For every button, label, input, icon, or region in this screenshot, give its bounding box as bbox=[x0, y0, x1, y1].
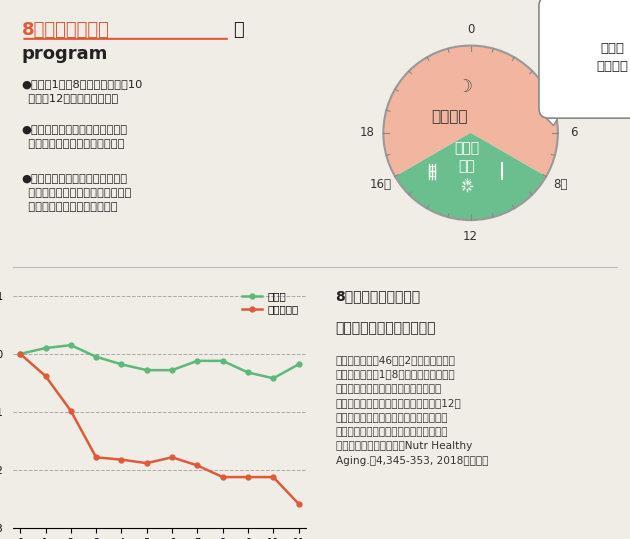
Text: ●どうしてもお腹がすいてしまう
  ようであれば、「ナッツで空腹感
  を紛らわして」（青木院長）: ●どうしてもお腹がすいてしまう ようであれば、「ナッツで空腹感 を紛らわして」（… bbox=[21, 174, 132, 212]
時間制限群 bbox=[118, 457, 125, 463]
Text: 無理なく体重が減りやすい: 無理なく体重が減りやすい bbox=[336, 321, 436, 335]
Line: 対照群: 対照群 bbox=[18, 343, 301, 381]
Wedge shape bbox=[383, 45, 558, 176]
対照群 bbox=[67, 342, 74, 348]
Text: 16時: 16時 bbox=[370, 178, 392, 191]
Text: 8時間ダイエット: 8時間ダイエット bbox=[21, 20, 109, 39]
時間制限群 bbox=[244, 474, 252, 480]
Line: 時間制限群: 時間制限群 bbox=[18, 351, 301, 506]
Text: 空腹時間: 空腹時間 bbox=[432, 109, 468, 124]
Text: 食べて
いい: 食べて いい bbox=[454, 141, 479, 174]
Text: ⑂: ⑂ bbox=[428, 165, 436, 178]
対照群 bbox=[42, 345, 49, 351]
Text: 8時: 8時 bbox=[553, 178, 568, 191]
対照群 bbox=[143, 367, 151, 374]
FancyBboxPatch shape bbox=[539, 0, 630, 118]
対照群 bbox=[295, 361, 302, 368]
時間制限群 bbox=[143, 460, 151, 466]
時間制限群 bbox=[168, 454, 176, 460]
時間制限群 bbox=[93, 454, 100, 460]
対照群 bbox=[219, 357, 226, 364]
Circle shape bbox=[383, 45, 558, 220]
対照群 bbox=[244, 369, 252, 376]
時間制限群 bbox=[295, 501, 302, 507]
時間制限群 bbox=[16, 351, 24, 357]
Text: の: の bbox=[233, 20, 244, 39]
Text: 肥満気味の男女46人を2群に分け、一方
には食事時間を1日8時間に制限し、それ
以外の時間はカロリーのない飲み物だ
け、もう一方（対照群）には普段通り12週
間: 肥満気味の男女46人を2群に分け、一方 には食事時間を1日8時間に制限し、それ … bbox=[336, 355, 488, 466]
時間制限群 bbox=[270, 474, 277, 480]
対照群 bbox=[93, 354, 100, 360]
Text: 6: 6 bbox=[570, 126, 578, 139]
Polygon shape bbox=[544, 108, 563, 126]
Text: ✳: ✳ bbox=[462, 178, 472, 188]
時間制限群 bbox=[193, 462, 201, 469]
Wedge shape bbox=[395, 133, 546, 220]
対照群 bbox=[193, 357, 201, 364]
Text: 12: 12 bbox=[463, 230, 478, 243]
Text: program: program bbox=[21, 45, 108, 63]
Text: 0: 0 bbox=[467, 23, 474, 36]
対照群 bbox=[168, 367, 176, 374]
Text: 8時間ダイエットなら: 8時間ダイエットなら bbox=[336, 289, 421, 303]
Text: ☽: ☽ bbox=[457, 78, 472, 96]
対照群 bbox=[118, 361, 125, 368]
Legend: 対照群, 時間制限群: 対照群, 時間制限群 bbox=[239, 289, 301, 316]
時間制限群 bbox=[42, 373, 49, 379]
時間制限群 bbox=[219, 474, 226, 480]
対照群 bbox=[270, 375, 277, 382]
Text: ●空腹時間には水やコーヒー、紅
  茶などカロリーのない飲み物を: ●空腹時間には水やコーヒー、紅 茶などカロリーのない飲み物を bbox=[21, 126, 127, 149]
Text: ●食事を1日の8時間（もしくは10
  時間、12時間）内に収める: ●食事を1日の8時間（もしくは10 時間、12時間）内に収める bbox=[21, 79, 143, 103]
対照群 bbox=[16, 351, 24, 357]
Text: |: | bbox=[498, 162, 505, 180]
時間制限群 bbox=[67, 407, 74, 414]
Text: 18: 18 bbox=[360, 126, 374, 139]
Text: 朝型が
効果大！: 朝型が 効果大！ bbox=[596, 42, 628, 73]
